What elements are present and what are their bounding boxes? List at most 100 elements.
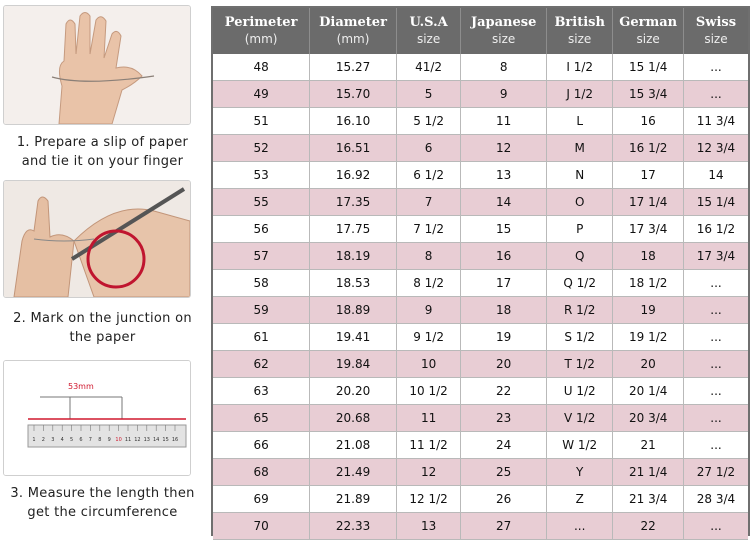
table-cell: 28 3/4 [683, 485, 748, 513]
table-cell: 7 [396, 188, 462, 216]
table-cell: 9 [460, 80, 547, 108]
table-cell: L [546, 107, 614, 135]
table-row: 58 18.53 8 1/2 17 Q 1/2 18 1/2... [213, 269, 748, 297]
column-header: Swiss size [683, 8, 748, 54]
table-cell: 19 1/2 [612, 323, 684, 351]
table-cell: 11 [460, 107, 547, 135]
table-cell: 15 3/4 [612, 80, 684, 108]
ruler-tick-label: 16 [172, 437, 178, 443]
table-row: 68 21.49 12 25 Y 21 1/4 27 1/2 [213, 458, 748, 486]
column-header-title: Perimeter [224, 15, 298, 30]
table-cell: ... [683, 323, 748, 351]
table-cell: T 1/2 [546, 350, 614, 378]
table-row: 52 16.51 6 12 M 16 1/2 12 3/4 [213, 134, 748, 162]
table-cell: 17.75 [309, 215, 397, 243]
ruler-tick-label: 3 [51, 437, 54, 443]
table-cell: 11 3/4 [683, 107, 748, 135]
table-cell: 16.10 [309, 107, 397, 135]
table-cell: 49 [213, 80, 311, 108]
ruler-ticks: 1 2 3 4 5 6 7 8 9 10 11 12 13 14 15 16 [32, 425, 178, 443]
table-cell: ... [683, 269, 748, 297]
table-row: 49 15.70 5 9 J 1/2 15 3/4... [213, 80, 748, 108]
table-cell: 7 1/2 [396, 215, 462, 243]
step2-caption-line1: 2. Mark on the junction on [13, 311, 192, 326]
table-cell: 19.41 [309, 323, 397, 351]
table-cell: 12 [396, 458, 462, 486]
table-cell: 26 [460, 485, 547, 513]
table-cell: 21.49 [309, 458, 397, 486]
table-cell: 10 [396, 350, 462, 378]
column-header-title: German [619, 15, 678, 30]
table-cell: 18.53 [309, 269, 397, 297]
table-cell: 10 1/2 [396, 377, 462, 405]
column-header: British size [546, 8, 614, 54]
table-cell: 16.92 [309, 161, 397, 189]
table-cell: 20.68 [309, 404, 397, 432]
table-cell: 18.89 [309, 296, 397, 324]
table-cell: 16 1/2 [683, 215, 748, 243]
ruler-tick-label: 12 [134, 437, 140, 443]
table-cell: 70 [213, 512, 311, 540]
table-cell: 27 1/2 [683, 458, 748, 486]
table-cell: S 1/2 [546, 323, 614, 351]
table-cell: 20 [460, 350, 547, 378]
table-cell: 8 1/2 [396, 269, 462, 297]
table-row: 57 18.19 8 16 Q 18 17 3/4 [213, 242, 748, 270]
table-cell: J 1/2 [546, 80, 614, 108]
table-cell: M [546, 134, 614, 162]
table-row: 56 17.75 7 1/2 15 P 17 3/4 16 1/2 [213, 215, 748, 243]
table-cell: 21 1/4 [612, 458, 684, 486]
ruler-tick-label: 13 [144, 437, 150, 443]
table-row: 66 21.08 11 1/2 24 W 1/2 21... [213, 431, 748, 459]
table-cell: 18 1/2 [612, 269, 684, 297]
table-cell: 8 [396, 242, 462, 270]
ruler-tick-label: 10 [115, 437, 121, 443]
table-cell: 63 [213, 377, 311, 405]
ruler-tick-label: 8 [98, 437, 101, 443]
table-cell: 5 [396, 80, 462, 108]
column-header: U.S.A size [396, 8, 462, 54]
column-header-title: Swiss [695, 15, 737, 30]
ring-size-table: Perimeter (mm) Diameter (mm) U.S.A size Japane… [211, 6, 750, 540]
table-cell: 53 [213, 161, 311, 189]
table-cell: 12 [460, 134, 547, 162]
mark-junction-illustration [4, 181, 190, 297]
table-cell: 17.35 [309, 188, 397, 216]
table-cell: 62 [213, 350, 311, 378]
table-cell: 59 [213, 296, 311, 324]
table-cell: V 1/2 [546, 404, 614, 432]
table-cell: ... [683, 350, 748, 378]
table-cell: 69 [213, 485, 311, 513]
column-header-title: British [554, 15, 605, 30]
table-cell: 23 [460, 404, 547, 432]
step2-caption: 2. Mark on the junction on the paper [0, 309, 205, 347]
table-cell: 25 [460, 458, 547, 486]
table-cell: 6 [396, 134, 462, 162]
table-row: 63 20.20 10 1/2 22 U 1/2 20 1/4... [213, 377, 748, 405]
table-cell: 19 [612, 296, 684, 324]
column-header-unit: size [416, 32, 441, 46]
step1-image [3, 5, 191, 125]
table-cell: R 1/2 [546, 296, 614, 324]
table-cell: Y [546, 458, 614, 486]
table-cell: 20.20 [309, 377, 397, 405]
table-cell: 8 [460, 54, 547, 81]
table-cell: 17 3/4 [612, 215, 684, 243]
table-cell: Q 1/2 [546, 269, 614, 297]
ruler-tick-label: 6 [79, 437, 82, 443]
step2-image [3, 180, 191, 298]
ruler-tick-label: 5 [70, 437, 73, 443]
table-cell: 15.27 [309, 54, 397, 81]
table-cell: 18 [460, 296, 547, 324]
table-cell: Z [546, 485, 614, 513]
table-cell: ... [683, 296, 748, 324]
table-cell: ... [683, 404, 748, 432]
step3-caption-line2: get the circumference [27, 505, 178, 520]
table-cell: 16 1/2 [612, 134, 684, 162]
table-cell: 57 [213, 242, 311, 270]
table-row: 62 19.84 10 20 T 1/2 20... [213, 350, 748, 378]
table-cell: 17 [460, 269, 547, 297]
ruler-illustration: 53mm 1 2 3 4 5 6 7 8 9 10 11 12 13 14 15 16 [4, 361, 190, 475]
table-cell: ... [683, 377, 748, 405]
column-header-unit: size [704, 32, 728, 46]
